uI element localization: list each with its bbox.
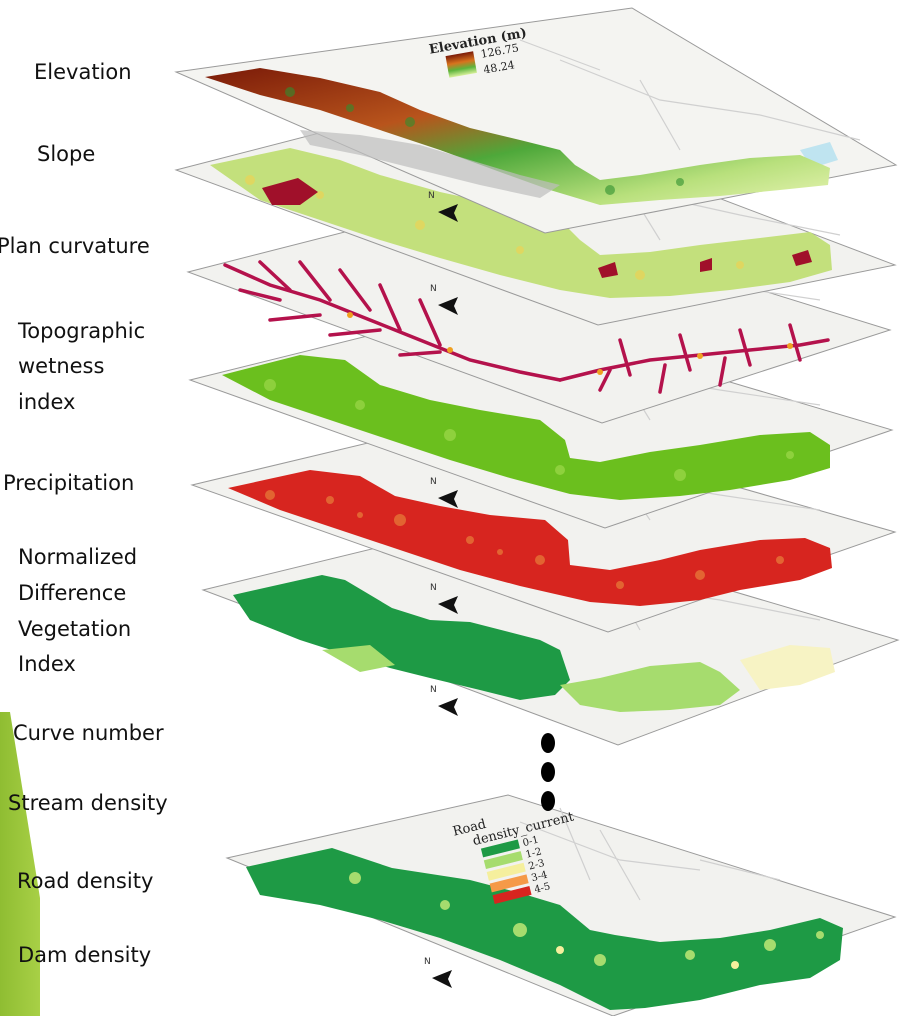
elevation-valley-shade — [300, 130, 560, 198]
road-legend-swatch — [492, 886, 532, 904]
ndvi-region-dark — [233, 575, 570, 700]
label-dam-density: Dam density — [18, 943, 151, 967]
road-legend-label: 1-2 — [525, 846, 543, 861]
curvature-highlights — [347, 312, 793, 375]
label-precipitation: Precipitation — [3, 471, 134, 495]
elevation-layer: Elevation (m) 126.75 48.24 — [174, 7, 898, 234]
elevation-texture — [285, 87, 684, 195]
north-arrow-icon: N — [430, 477, 458, 508]
label-twi-line2: wetness — [18, 354, 104, 378]
north-arrow-icon: N — [428, 191, 458, 222]
ndvi-region-light — [560, 662, 740, 712]
elevation-legend-bar — [445, 51, 477, 78]
slope-texture — [245, 175, 744, 280]
ndvi-region-pale — [740, 645, 835, 690]
slope-steep — [262, 178, 812, 278]
elevation-region — [205, 68, 830, 205]
road-legend-label: 3-4 — [530, 870, 548, 885]
label-road-density: Road density — [17, 869, 153, 893]
road-legend-label: 2-3 — [527, 858, 545, 873]
label-twi-line1: Topographic — [17, 319, 145, 343]
road-density-hotspots — [349, 872, 824, 969]
twi-region — [222, 355, 830, 500]
layer-labels: Elevation Slope Plan curvature Topograph… — [0, 60, 168, 967]
label-twi-line3: index — [18, 390, 75, 414]
label-slope: Slope — [37, 142, 95, 166]
north-arrow-icon: N — [430, 284, 458, 315]
svg-text:N: N — [428, 191, 435, 201]
map-roads — [519, 807, 781, 901]
label-ndvi-line4: Index — [18, 652, 76, 676]
road-legend-swatch — [483, 851, 523, 870]
ndvi-layer: N — [201, 519, 900, 746]
label-ndvi-line2: Difference — [18, 581, 126, 605]
svg-text:N: N — [430, 477, 437, 487]
svg-text:N: N — [430, 583, 437, 593]
road-legend-label: 4-5 — [533, 881, 551, 896]
map-roads — [519, 39, 861, 151]
elevation-legend-min: 48.24 — [482, 58, 515, 76]
svg-text:N: N — [430, 685, 437, 695]
label-elevation: Elevation — [34, 60, 132, 84]
precipitation-region — [228, 470, 832, 606]
north-arrow-icon: N — [424, 957, 452, 988]
precipitation-layer: N — [190, 414, 897, 633]
north-arrow-icon: N — [430, 685, 458, 716]
north-arrow-icon: N — [430, 583, 458, 614]
road-density-region — [246, 848, 843, 1010]
road-legend-swatch — [480, 839, 520, 858]
label-curve-number: Curve number — [13, 721, 164, 745]
svg-text:N: N — [424, 957, 431, 967]
plan-curvature-layer: N — [186, 199, 892, 424]
precipitation-texture — [265, 490, 784, 589]
road-legend-swatch — [489, 874, 529, 893]
curvature-network — [223, 260, 830, 394]
label-plan-curvature: Plan curvature — [0, 234, 150, 258]
road-legend-swatch — [486, 862, 526, 881]
road-density-layer: Road density_current 0-11-22-33-44-5 N — [225, 794, 897, 1016]
label-stream-density: Stream density — [8, 791, 168, 815]
road-legend-label: 0-1 — [522, 835, 540, 850]
svg-text:N: N — [430, 284, 437, 294]
ellipsis-dots — [541, 733, 555, 811]
ndvi-region-light-2 — [322, 645, 395, 672]
twi-texture — [264, 379, 794, 481]
label-ndvi-line3: Vegetation — [18, 617, 131, 641]
label-ndvi-line1: Normalized — [18, 545, 137, 569]
accent-wedge — [0, 712, 40, 1016]
